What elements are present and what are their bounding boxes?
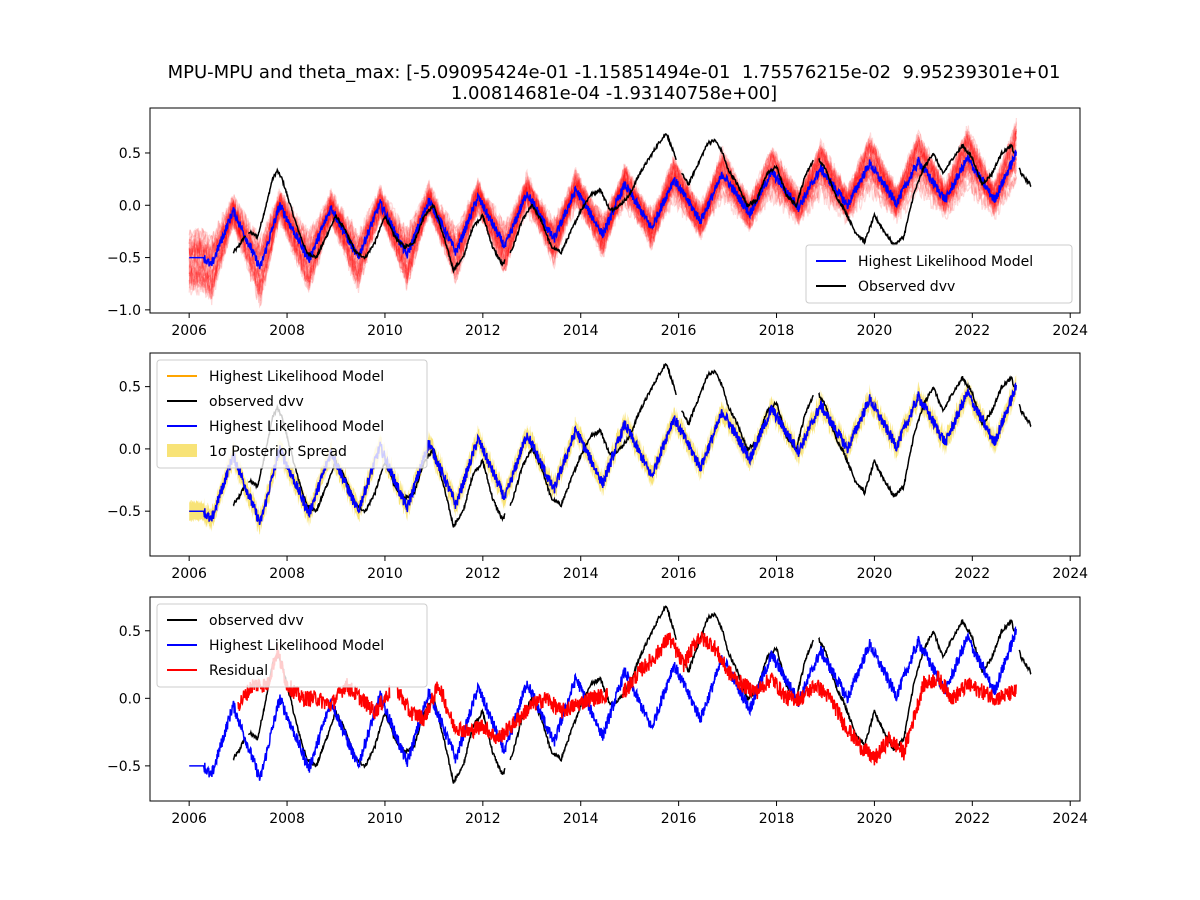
x-tick-label: 2016 — [661, 323, 697, 339]
legend-label: Residual — [209, 663, 268, 679]
x-tick-label: 2022 — [954, 566, 990, 582]
x-tick-label: 2024 — [1052, 323, 1088, 339]
figure-title-line-2: 1.00814681e-04 -1.93140758e+00] — [451, 83, 777, 104]
legend: Highest Likelihood Model Observed dvv — [805, 244, 1073, 304]
legend-label: 1σ Posterior Spread — [209, 444, 347, 460]
y-tick-label: 0.0 — [119, 691, 141, 707]
model-line — [189, 149, 1017, 270]
x-tick-label: 2008 — [269, 323, 305, 339]
x-tick-label: 2012 — [465, 566, 501, 582]
legend: observed dvv Highest Likelihood Model Resi… — [156, 603, 428, 688]
y-tick-label: −0.5 — [107, 504, 141, 520]
observed-line — [232, 605, 1032, 784]
x-tick-label: 2008 — [269, 811, 305, 827]
legend-label: Highest Likelihood Model — [209, 419, 384, 435]
y-tick-label: −0.5 — [107, 251, 141, 267]
x-tick-label: 2020 — [857, 811, 893, 827]
legend-label: Highest Likelihood Model — [858, 254, 1033, 270]
y-tick-label: −0.5 — [107, 759, 141, 775]
posterior-sample-line — [188, 159, 1017, 265]
posterior-sample-line — [188, 152, 1017, 252]
legend-swatch — [167, 444, 197, 457]
y-tick-label: 0.0 — [119, 198, 141, 214]
x-tick-label: 2016 — [661, 566, 697, 582]
axes-frame — [149, 107, 1081, 314]
x-tick-label: 2016 — [661, 811, 697, 827]
posterior-spread-band — [189, 374, 1017, 535]
x-tick-label: 2024 — [1052, 811, 1088, 827]
figure-title-line-1: MPU-MPU and theta_max: [-5.09095424e-01 … — [168, 62, 1061, 83]
y-tick-label: 0.0 — [119, 442, 141, 458]
x-tick-label: 2012 — [465, 323, 501, 339]
x-tick-label: 2014 — [563, 566, 599, 582]
bottom-panel: 2006 2008 2010 2012 2014 2016 2018 2020 2022 2024… — [107, 596, 1088, 827]
legend-box — [156, 603, 428, 688]
x-tick-label: 2024 — [1052, 566, 1088, 582]
legend-box — [156, 359, 428, 469]
y-tick-label: 0.5 — [119, 624, 141, 640]
posterior-sample-line — [188, 151, 1017, 295]
legend-label: observed dvv — [209, 394, 304, 410]
y-tick-label: −1.0 — [107, 303, 141, 319]
x-tick-label: 2010 — [367, 566, 403, 582]
x-tick-label: 2006 — [171, 566, 207, 582]
posterior-sample-line — [188, 144, 1017, 295]
model-line — [189, 625, 1017, 781]
legend-label: Highest Likelihood Model — [209, 369, 384, 385]
legend-label: observed dvv — [209, 613, 304, 629]
y-tick-label: 0.5 — [119, 380, 141, 396]
x-tick-label: 2010 — [367, 323, 403, 339]
posterior-sample-line — [188, 117, 1017, 290]
x-tick-label: 2014 — [563, 323, 599, 339]
x-tick-label: 2018 — [759, 323, 795, 339]
x-tick-label: 2006 — [171, 811, 207, 827]
x-tick-label: 2020 — [857, 566, 893, 582]
x-tick-label: 2006 — [171, 323, 207, 339]
posterior-sample-line — [188, 150, 1017, 252]
observed-line — [232, 362, 1032, 528]
x-tick-label: 2020 — [857, 323, 893, 339]
y-tick-label: 0.5 — [119, 146, 141, 162]
x-tick-label: 2022 — [954, 811, 990, 827]
x-tick-label: 2018 — [759, 811, 795, 827]
x-tick-label: 2022 — [954, 323, 990, 339]
posterior-sample-line — [188, 130, 1017, 295]
x-tick-label: 2014 — [563, 811, 599, 827]
observed-line — [232, 133, 1032, 275]
legend-label: Observed dvv — [858, 279, 955, 295]
legend-box — [805, 244, 1073, 304]
posterior-sample-line — [188, 135, 1017, 306]
axes-frame — [149, 596, 1081, 802]
posterior-sample-line — [188, 154, 1017, 263]
x-tick-label: 2012 — [465, 811, 501, 827]
legend-label: Highest Likelihood Model — [209, 638, 384, 654]
posterior-sample-line — [189, 127, 1017, 297]
x-tick-label: 2008 — [269, 566, 305, 582]
top-panel: 2006 2008 2010 2012 2014 2016 2018 2020 2022 2024… — [107, 107, 1088, 339]
posterior-sample-line — [188, 173, 1017, 273]
axes-frame — [149, 352, 1081, 557]
middle-panel: 2006 2008 2010 2012 2014 2016 2018 2020 2022 2024… — [107, 352, 1088, 582]
x-tick-label: 2010 — [367, 811, 403, 827]
legend: Highest Likelihood Model observed dvv High… — [156, 359, 428, 469]
x-tick-label: 2018 — [759, 566, 795, 582]
posterior-sample-line — [188, 130, 1017, 301]
